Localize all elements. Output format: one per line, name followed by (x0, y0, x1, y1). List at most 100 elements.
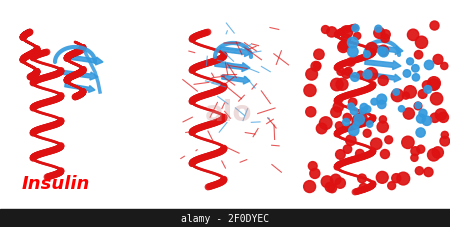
Circle shape (366, 43, 378, 55)
Circle shape (363, 71, 372, 80)
Circle shape (354, 33, 361, 40)
Circle shape (441, 63, 448, 70)
Circle shape (336, 150, 345, 160)
Circle shape (402, 137, 414, 149)
Circle shape (378, 48, 385, 55)
Circle shape (308, 162, 317, 171)
Circle shape (320, 117, 332, 130)
Circle shape (351, 108, 358, 116)
Circle shape (415, 37, 428, 49)
Text: alo: alo (204, 99, 252, 126)
Circle shape (364, 52, 370, 58)
Circle shape (348, 47, 358, 58)
Circle shape (377, 95, 387, 105)
Circle shape (414, 103, 422, 110)
Circle shape (424, 168, 433, 177)
Circle shape (316, 124, 327, 134)
FancyArrow shape (65, 84, 95, 93)
Circle shape (331, 79, 343, 91)
FancyArrow shape (222, 76, 250, 85)
Circle shape (435, 109, 446, 121)
Circle shape (347, 38, 358, 49)
Circle shape (311, 62, 321, 72)
Circle shape (428, 77, 441, 90)
Circle shape (310, 169, 320, 179)
Circle shape (365, 68, 378, 81)
Circle shape (428, 79, 440, 91)
FancyArrow shape (365, 61, 401, 70)
Circle shape (331, 107, 341, 118)
Circle shape (419, 110, 427, 118)
Circle shape (371, 99, 378, 106)
Circle shape (416, 115, 425, 123)
Circle shape (352, 25, 359, 33)
Circle shape (342, 69, 351, 79)
Circle shape (402, 93, 410, 100)
Text: alamy - 2F0DYEC: alamy - 2F0DYEC (181, 213, 269, 223)
Circle shape (314, 63, 321, 70)
Circle shape (381, 35, 389, 43)
Circle shape (441, 132, 448, 139)
Circle shape (337, 69, 345, 76)
FancyArrow shape (370, 46, 403, 55)
Circle shape (343, 145, 352, 154)
Circle shape (360, 104, 368, 112)
Circle shape (433, 55, 443, 65)
Circle shape (376, 172, 388, 183)
Circle shape (328, 184, 337, 193)
Circle shape (304, 85, 316, 97)
Circle shape (378, 76, 388, 86)
Circle shape (422, 116, 432, 126)
Circle shape (355, 113, 367, 126)
Circle shape (430, 93, 443, 105)
Circle shape (364, 106, 371, 113)
FancyArrow shape (60, 71, 98, 81)
Circle shape (314, 50, 324, 60)
FancyArrow shape (68, 56, 103, 66)
Circle shape (371, 138, 382, 150)
Circle shape (306, 107, 316, 117)
Circle shape (357, 72, 364, 79)
Circle shape (385, 136, 393, 144)
Circle shape (404, 86, 416, 99)
FancyArrow shape (220, 48, 252, 57)
Circle shape (403, 70, 411, 78)
Circle shape (398, 106, 405, 112)
Circle shape (416, 128, 425, 138)
Circle shape (345, 68, 352, 76)
Circle shape (407, 59, 414, 66)
Circle shape (375, 26, 382, 33)
Circle shape (336, 79, 348, 91)
Circle shape (379, 116, 387, 123)
Circle shape (306, 69, 318, 81)
Circle shape (378, 46, 389, 57)
Circle shape (346, 135, 356, 146)
Circle shape (366, 121, 373, 128)
Circle shape (342, 119, 350, 126)
Circle shape (440, 137, 450, 146)
Circle shape (424, 86, 432, 94)
Circle shape (412, 65, 419, 73)
Circle shape (374, 28, 385, 39)
Circle shape (403, 109, 414, 120)
Circle shape (358, 174, 366, 183)
Circle shape (363, 130, 371, 138)
Circle shape (348, 104, 355, 111)
Circle shape (333, 102, 343, 112)
FancyArrow shape (372, 74, 401, 83)
Circle shape (349, 126, 359, 136)
Circle shape (415, 167, 423, 175)
Circle shape (335, 122, 343, 130)
Circle shape (388, 182, 396, 190)
Circle shape (330, 174, 341, 185)
Circle shape (356, 150, 364, 158)
Circle shape (321, 27, 329, 34)
Circle shape (430, 22, 439, 31)
Circle shape (340, 27, 353, 39)
Circle shape (338, 42, 349, 53)
Circle shape (335, 178, 346, 188)
Circle shape (379, 48, 388, 58)
Circle shape (304, 181, 315, 193)
Circle shape (423, 81, 432, 90)
Circle shape (351, 73, 359, 82)
